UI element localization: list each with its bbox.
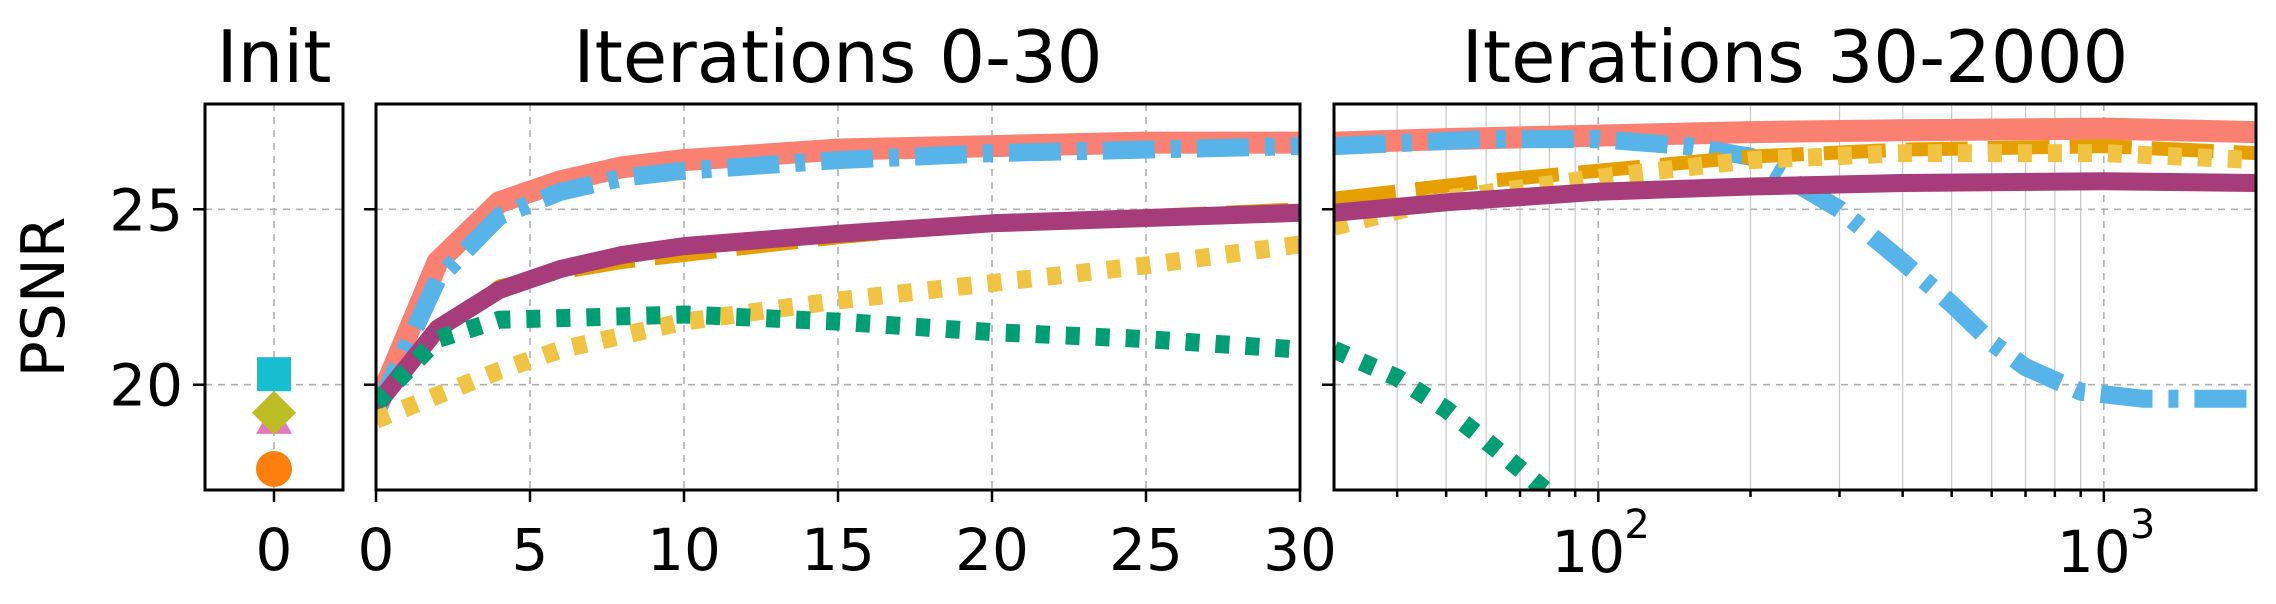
init-marker-square <box>257 357 291 392</box>
early-series-line-5 <box>376 305 1300 409</box>
late-series-line-1 <box>1334 130 2256 408</box>
panel-title-early: Iterations 0-30 <box>573 15 1102 99</box>
x-tick-label-late: 10 <box>2057 518 2131 586</box>
lines-early <box>376 131 1300 429</box>
y-tick-label: 25 <box>109 176 183 244</box>
y-tick-label: 20 <box>109 352 183 420</box>
panel-iterations-0-30: Iterations 0-30 0 5 10 15 20 25 30 <box>358 15 1337 584</box>
ticks-init: 20 25 0 <box>109 176 292 584</box>
late-series-line-5 <box>1334 341 1556 490</box>
x-tick-exponent-late: 3 <box>2130 502 2155 548</box>
early-series-line-3 <box>376 203 1300 415</box>
init-marker-circle <box>256 450 292 487</box>
markers-init <box>252 357 296 487</box>
x-tick-label-early: 25 <box>1109 516 1183 584</box>
y-axis-label: PSNR <box>9 217 79 378</box>
panel-iterations-30-2000: Iterations 30-2000 10 2 10 3 <box>1322 15 2258 586</box>
x-tick-label-init: 0 <box>256 516 293 584</box>
x-tick-label-early: 5 <box>512 516 549 584</box>
x-tick-label-early: 20 <box>955 516 1029 584</box>
early-series-line-1 <box>376 137 1300 417</box>
x-tick-label-early: 15 <box>801 516 875 584</box>
early-series-line-0 <box>376 131 1300 421</box>
x-tick-label-early: 10 <box>647 516 721 584</box>
x-tick-label-early: 0 <box>358 516 395 584</box>
lines-late <box>1334 117 2256 490</box>
late-series-line-3 <box>1334 144 2256 236</box>
ticks-early: 0 5 10 15 20 25 30 <box>358 208 1337 584</box>
x-tick-label-late: 10 <box>1551 518 1625 586</box>
early-series-line-4 <box>376 235 1300 429</box>
x-tick-exponent-late: 2 <box>1624 502 1649 548</box>
ticks-late: 10 2 10 3 <box>1322 208 2155 586</box>
panel-init: Init 20 25 0 <box>109 15 345 584</box>
panel-title-init: Init <box>216 15 331 99</box>
frame-late <box>1332 102 2258 492</box>
panel-title-late: Iterations 30-2000 <box>1462 15 2129 99</box>
late-series-line-4 <box>1334 172 2256 222</box>
init-marker-diamond <box>252 390 296 435</box>
x-tick-label-early: 30 <box>1263 516 1337 584</box>
